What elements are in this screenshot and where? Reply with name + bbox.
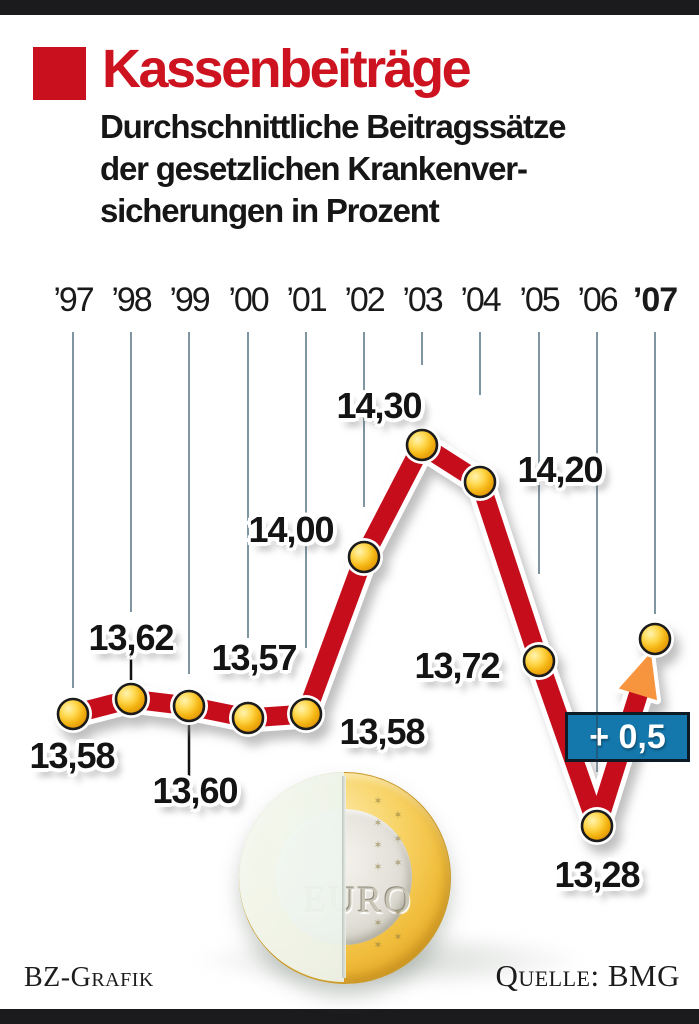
year-label-9: ’06 (577, 281, 618, 319)
data-point-4 (289, 697, 323, 731)
data-point-10 (638, 622, 672, 656)
subtitle-line-3: sicherungen in Prozent (100, 192, 440, 229)
value-label-0: 13,58 (29, 735, 115, 776)
value-label-9: 13,28 (554, 854, 640, 895)
coin-star-icon-0-4: ✶ (373, 917, 383, 930)
value-label-4: 13,58 (339, 711, 425, 752)
data-point-3 (231, 701, 265, 735)
data-point-0 (56, 697, 90, 731)
data-point-2 (172, 689, 206, 723)
data-point-9 (580, 809, 614, 843)
coin-star-icon-0-5: ✶ (373, 939, 383, 952)
value-label-6: 14,30 (336, 385, 422, 426)
page-title: Kassenbeiträge (102, 39, 472, 99)
coin-star-icon-1-1: ✶ (393, 833, 403, 846)
forecast-badge-label: + 0,5 (589, 717, 666, 756)
value-label-8: 13,72 (414, 645, 500, 686)
data-line-group (54, 426, 674, 845)
coin-star-icon-0-1: ✶ (373, 817, 383, 830)
data-point-7 (463, 465, 497, 499)
value-label-5: 14,00 (248, 509, 334, 550)
year-label-10: ’07 (632, 281, 678, 319)
gridline-over-badge (596, 714, 598, 760)
year-label-1: ’98 (111, 281, 152, 319)
up-arrowhead-icon (618, 652, 657, 701)
coin-star-icon-1-3: ✶ (393, 907, 403, 920)
year-label-4: ’01 (286, 281, 327, 319)
subtitle-line-1: Durchschnittliche Beitragssätze (100, 108, 566, 145)
data-point-1 (114, 682, 148, 716)
top-border-bar (0, 0, 699, 15)
bottom-border-bar (0, 1009, 699, 1024)
value-label-2: 13,60 (152, 770, 238, 811)
data-source: Quelle: BMG (495, 958, 680, 993)
coin-star-icon-0-2: ✶ (373, 839, 383, 852)
data-point-6 (405, 428, 439, 462)
title-bullet-square (33, 47, 86, 100)
data-point-8 (522, 644, 556, 678)
vertical-gridlines (72, 332, 656, 772)
coin-star-icon-0-0: ✶ (373, 795, 383, 808)
graphic-credit: BZ-Grafik (24, 962, 154, 993)
forecast-badge: + 0,5 (565, 712, 690, 762)
subtitle-line-2: der gesetzlichen Krankenver- (100, 150, 528, 187)
year-label-3: ’00 (228, 281, 269, 319)
coin-star-icon-1-0: ✶ (393, 809, 403, 822)
coin-star-icon-0-3: ✶ (373, 861, 383, 874)
value-label-1: 13,62 (88, 617, 174, 658)
euro-coin-seam-line (342, 776, 346, 978)
year-label-7: ’04 (460, 281, 501, 319)
year-label-8: ’05 (519, 281, 560, 319)
data-point-5 (347, 540, 381, 574)
coin-star-icon-1-4: ✶ (393, 931, 403, 944)
coin-star-icon-1-2: ✶ (393, 857, 403, 870)
chart-subtitle: Durchschnittliche Beitragssätze der gese… (100, 106, 566, 232)
value-label-7: 14,20 (517, 449, 603, 490)
value-label-3: 13,57 (211, 637, 297, 678)
year-label-6: ’03 (402, 281, 443, 319)
year-label-2: ’99 (169, 281, 210, 319)
year-label-5: ’02 (344, 281, 385, 319)
year-label-0: ’97 (53, 281, 94, 319)
